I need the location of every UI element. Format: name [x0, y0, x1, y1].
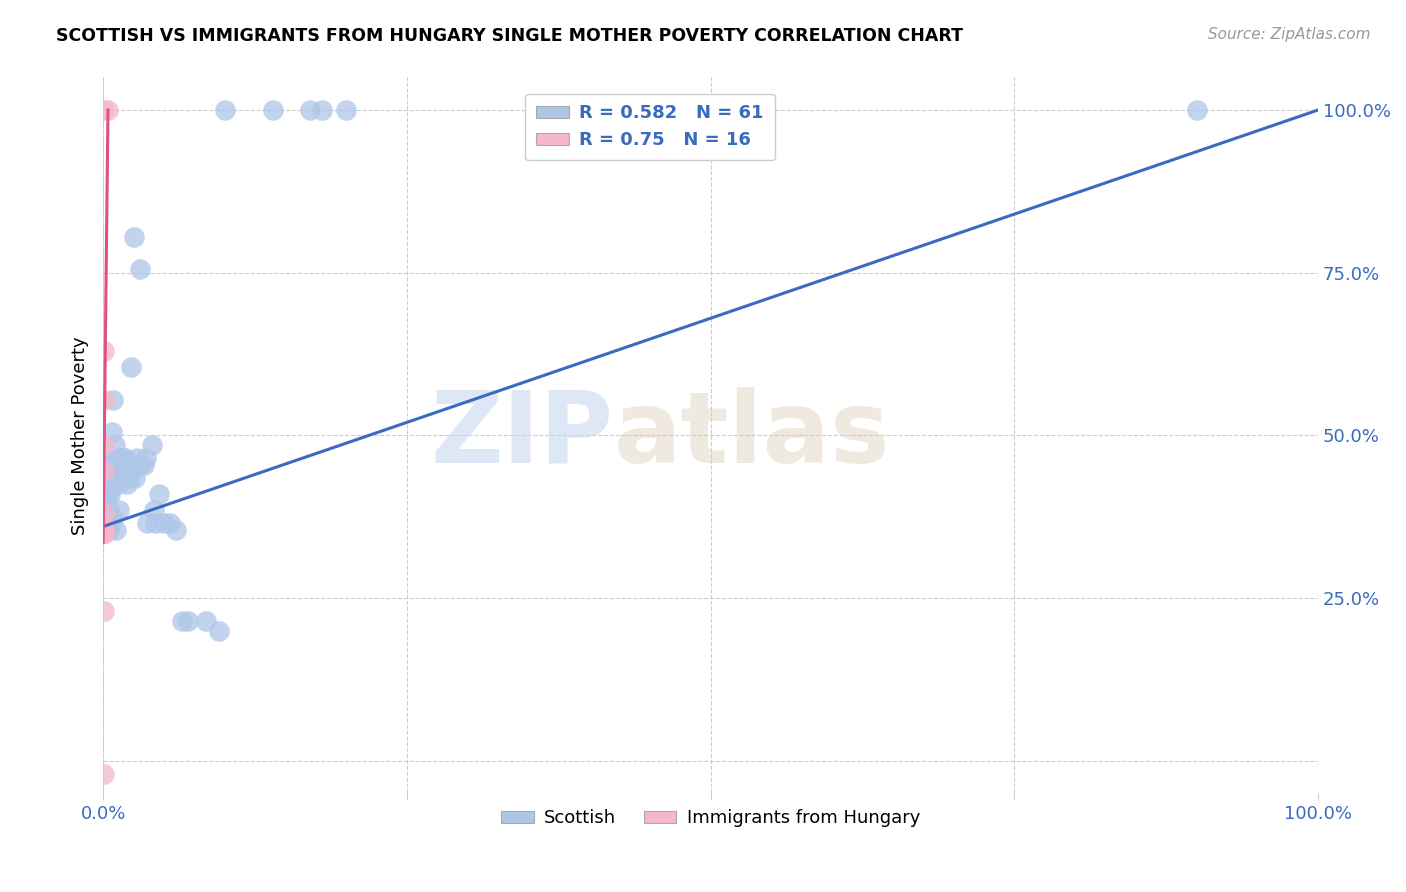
Point [165, 523, 187, 537]
Point [159, 516, 181, 531]
Point [93, 343, 115, 358]
Point [120, 359, 142, 374]
Point [195, 614, 218, 628]
Point [122, 230, 145, 244]
Point [177, 614, 200, 628]
Point [93, 767, 115, 781]
Point [103, 458, 125, 472]
Point [101, 392, 124, 407]
Point [107, 451, 129, 466]
Point [93, 523, 115, 537]
Point [108, 503, 131, 517]
Point [134, 458, 156, 472]
Point [115, 464, 138, 478]
Point [97, 458, 120, 472]
Point [100, 509, 122, 524]
Text: atlas: atlas [613, 387, 890, 483]
Point [93, 507, 115, 521]
Point [93, 392, 115, 407]
Point [1185, 103, 1208, 117]
Point [214, 103, 236, 117]
Point [128, 458, 150, 472]
Point [98, 503, 121, 517]
Legend: Scottish, Immigrants from Hungary: Scottish, Immigrants from Hungary [494, 802, 928, 834]
Point [97, 513, 120, 527]
Point [311, 103, 333, 117]
Point [100, 425, 122, 439]
Point [93, 103, 115, 117]
Point [124, 471, 146, 485]
Point [127, 451, 149, 466]
Point [335, 103, 357, 117]
Point [114, 451, 136, 466]
Point [143, 503, 166, 517]
Point [298, 103, 321, 117]
Point [117, 464, 139, 478]
Point [108, 458, 131, 472]
Point [128, 262, 150, 277]
Point [98, 471, 121, 485]
Point [135, 451, 157, 466]
Point [207, 624, 229, 638]
Text: Source: ZipAtlas.com: Source: ZipAtlas.com [1208, 27, 1371, 42]
Point [97, 103, 120, 117]
Point [110, 471, 132, 485]
Point [262, 103, 284, 117]
Point [96, 454, 118, 468]
Point [114, 471, 136, 485]
Point [97, 523, 120, 537]
Point [93, 526, 115, 541]
Point [93, 523, 115, 537]
Point [97, 487, 120, 501]
Point [93, 464, 115, 478]
Point [110, 451, 132, 466]
Point [112, 451, 135, 466]
Point [100, 477, 122, 491]
Point [93, 526, 115, 541]
Point [93, 526, 115, 541]
Y-axis label: Single Mother Poverty: Single Mother Poverty [72, 336, 89, 534]
Point [105, 523, 128, 537]
Point [93, 523, 115, 537]
Point [94, 507, 117, 521]
Point [100, 487, 122, 501]
Point [148, 487, 170, 501]
Point [104, 438, 127, 452]
Point [141, 438, 163, 452]
Point [93, 604, 115, 618]
Point [93, 526, 115, 541]
Point [107, 477, 129, 491]
Text: ZIP: ZIP [430, 387, 613, 483]
Point [145, 516, 167, 531]
Point [172, 614, 194, 628]
Point [111, 471, 134, 485]
Point [135, 516, 157, 531]
Point [98, 523, 121, 537]
Point [153, 516, 176, 531]
Point [118, 471, 141, 485]
Point [93, 438, 115, 452]
Point [100, 519, 122, 533]
Point [101, 509, 124, 524]
Text: SCOTTISH VS IMMIGRANTS FROM HUNGARY SINGLE MOTHER POVERTY CORRELATION CHART: SCOTTISH VS IMMIGRANTS FROM HUNGARY SING… [56, 27, 963, 45]
Point [117, 477, 139, 491]
Point [96, 483, 118, 498]
Point [93, 519, 115, 533]
